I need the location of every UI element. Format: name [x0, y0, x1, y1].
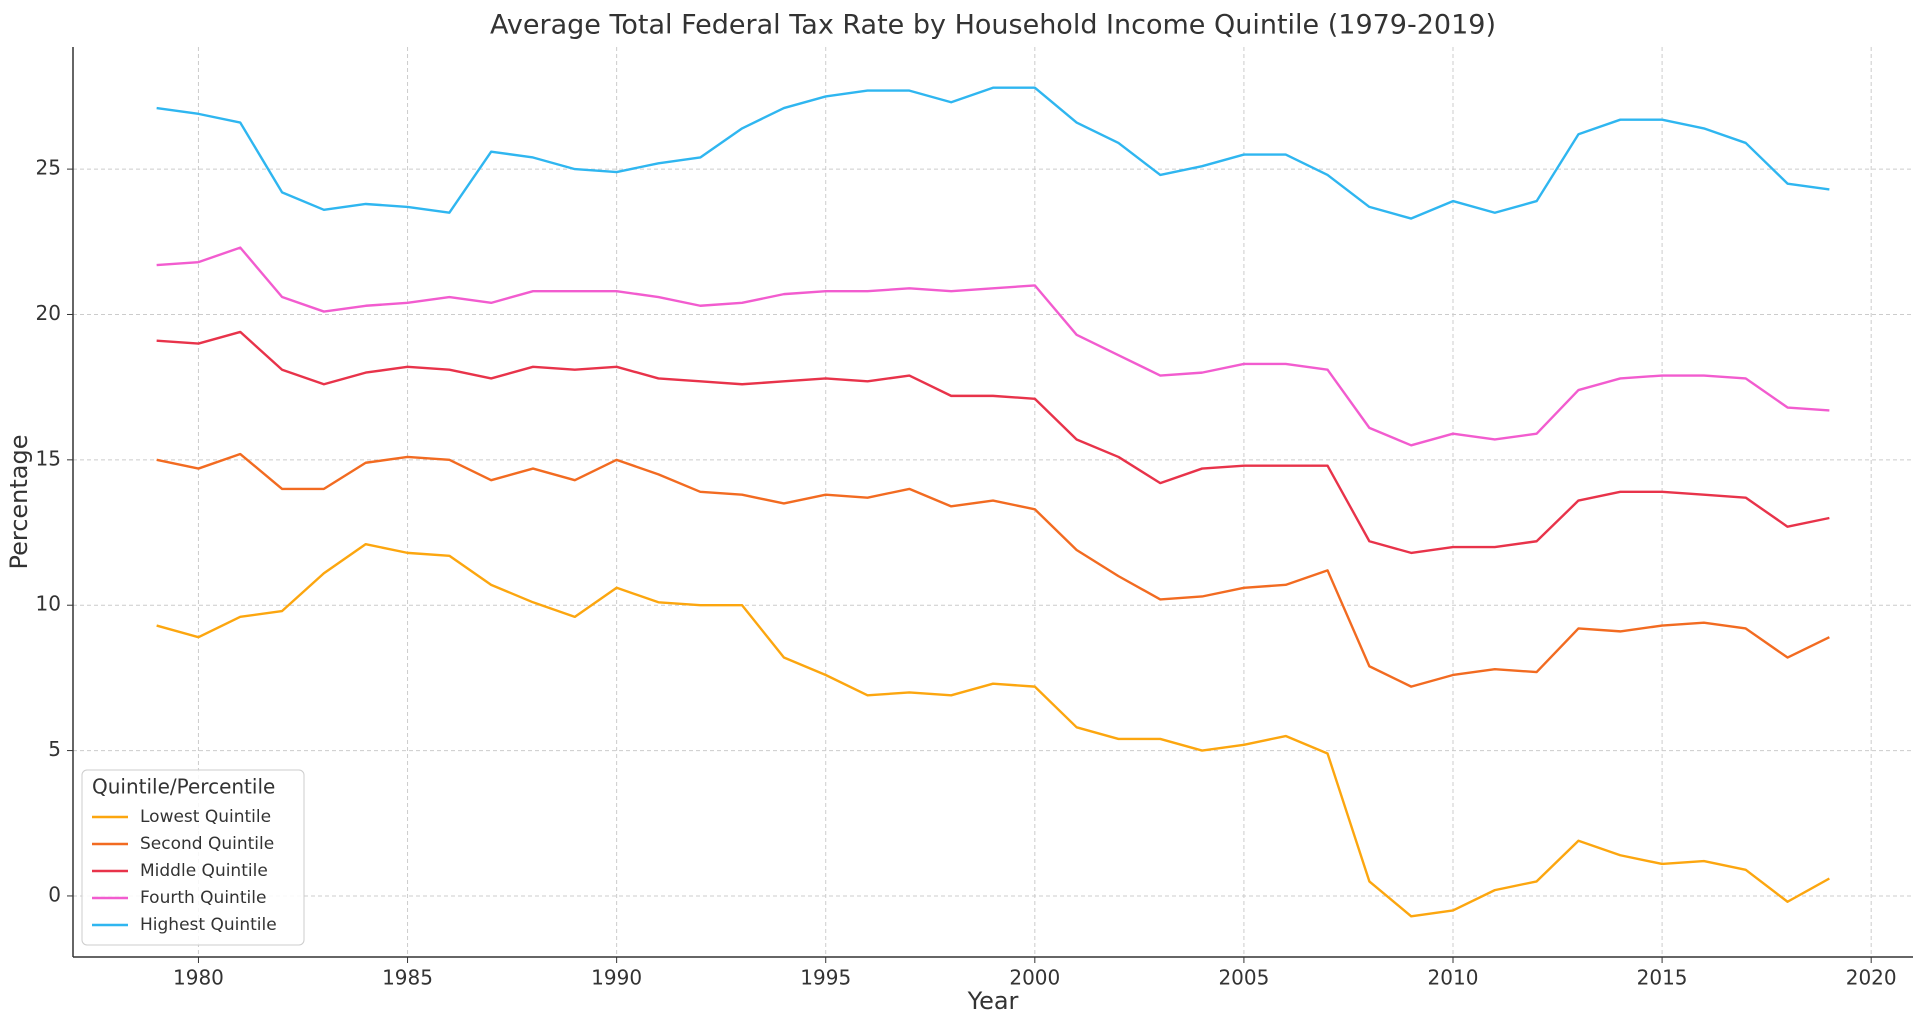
legend-label: Second Quintile [140, 834, 274, 854]
legend-label: Middle Quintile [140, 861, 268, 881]
x-tick-label: 1985 [382, 966, 433, 990]
series-line [156, 542, 1830, 918]
legend-label: Highest Quintile [140, 915, 277, 935]
x-tick-label: 1980 [173, 966, 224, 990]
legend-box [81, 769, 305, 946]
y-tick-label: 5 [48, 737, 61, 761]
x-tick-label: 2015 [1637, 966, 1688, 990]
y-tick-label: 10 [36, 592, 61, 616]
legend-title: Quintile/Percentile [92, 775, 275, 799]
x-tick-label: 2000 [1009, 966, 1060, 990]
y-tick-label: 25 [36, 156, 61, 180]
series-line [156, 330, 1830, 555]
x-tick-label: 2005 [1218, 966, 1269, 990]
legend-label: Lowest Quintile [140, 807, 271, 827]
x-tick-label: 2010 [1428, 966, 1479, 990]
y-tick-label: 0 [48, 882, 61, 906]
x-axis-label: Year [967, 987, 1019, 1015]
y-axis-label: Percentage [5, 434, 33, 569]
x-tick-label: 1990 [591, 966, 642, 990]
series-line [156, 246, 1830, 447]
y-tick-label: 20 [36, 301, 61, 325]
legend-label: Fourth Quintile [140, 888, 266, 908]
x-tick-label: 1995 [800, 966, 851, 990]
y-tick-label: 15 [36, 446, 61, 470]
series-line [156, 452, 1830, 688]
series-line [156, 86, 1830, 220]
x-tick-label: 2020 [1846, 966, 1897, 990]
chart-title: Average Total Federal Tax Rate by Househ… [490, 10, 1496, 41]
